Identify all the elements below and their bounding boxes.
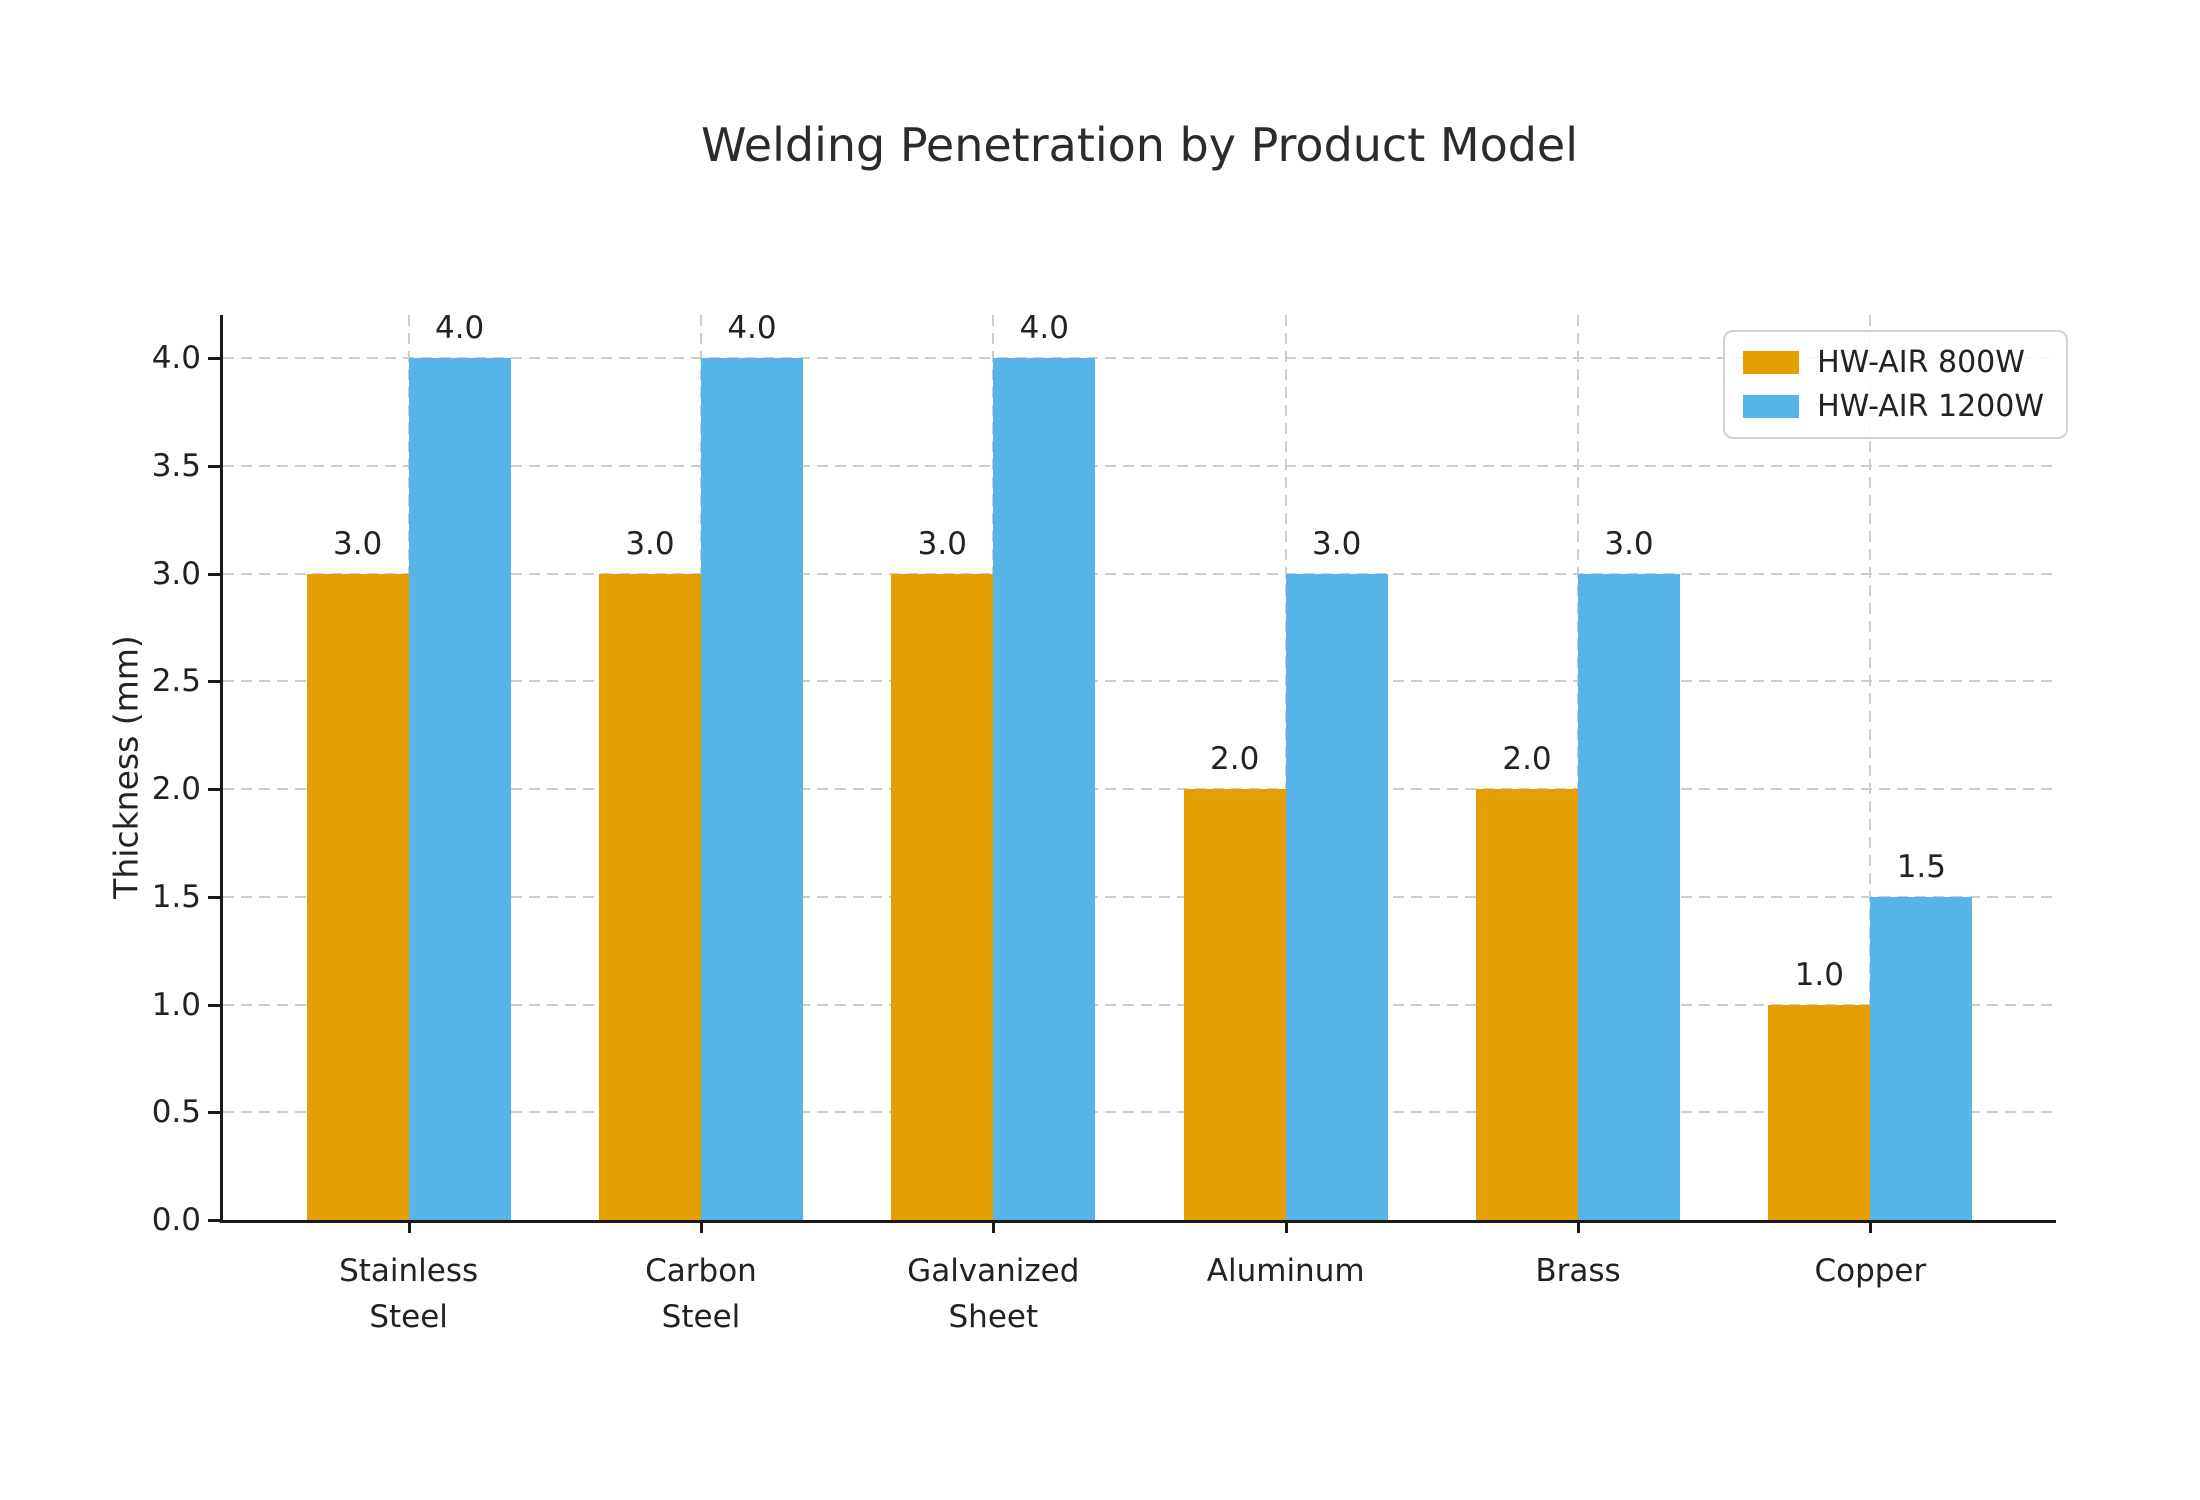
legend-swatch-1200w	[1743, 395, 1800, 418]
bar	[1476, 789, 1579, 1220]
bar-value-label: 1.0	[1794, 956, 1845, 993]
x-category-label: Copper	[1814, 1253, 1927, 1289]
bar	[1183, 789, 1286, 1220]
x-axis-tick	[699, 1223, 703, 1233]
bar	[408, 358, 511, 1220]
bar-value-label: 3.0	[332, 525, 383, 562]
bar-value-label: 4.0	[434, 310, 485, 347]
bar-value-label: 2.0	[1210, 741, 1260, 778]
x-axis-tick	[992, 1223, 996, 1233]
x-axis-tick	[1284, 1223, 1288, 1233]
legend: HW-AIR 800W HW-AIR 1200W	[1723, 330, 2068, 439]
gridline-horizontal	[223, 1003, 2056, 1006]
x-axis-tick	[1869, 1223, 1873, 1233]
bar	[1578, 573, 1681, 1220]
legend-item-1200w: HW-AIR 1200W	[1743, 389, 2044, 424]
gridline-horizontal	[223, 895, 2056, 898]
x-category-label: Galvanized Sheet	[907, 1253, 1080, 1335]
bar	[598, 573, 701, 1220]
bar-value-label: 3.0	[625, 525, 675, 562]
gridline-horizontal	[223, 680, 2056, 683]
x-category-label: Brass	[1535, 1253, 1621, 1289]
bar	[1768, 1004, 1871, 1220]
legend-item-800w: HW-AIR 800W	[1743, 345, 2044, 380]
y-axis-spine	[220, 315, 223, 1223]
bar-value-label: 3.0	[1312, 525, 1362, 562]
gridline-horizontal	[223, 788, 2056, 791]
x-axis-spine	[220, 1220, 2056, 1223]
bar-value-label: 4.0	[1019, 310, 1069, 347]
y-axis-tick	[208, 572, 220, 576]
y-axis-tick	[208, 680, 220, 684]
bar	[306, 573, 409, 1220]
y-tick-label: 0.5	[151, 1094, 201, 1131]
bar	[1285, 573, 1388, 1220]
bar-value-label: 1.5	[1896, 848, 1947, 885]
y-tick-label: 0.0	[151, 1202, 201, 1238]
bar	[993, 358, 1096, 1220]
y-tick-label: 1.0	[151, 986, 201, 1023]
bar-value-label: 4.0	[727, 310, 777, 347]
y-axis-tick	[208, 788, 220, 792]
bar	[891, 573, 994, 1220]
x-category-label: Stainless Steel	[339, 1253, 479, 1335]
bar	[700, 358, 803, 1220]
x-axis-tick	[1577, 1223, 1581, 1233]
x-axis-tick	[407, 1223, 411, 1233]
bar	[1870, 896, 1973, 1220]
x-category-label: Aluminum	[1206, 1253, 1365, 1289]
gridline-horizontal	[223, 572, 2056, 575]
legend-swatch-800w	[1743, 351, 1800, 374]
plot-area: 3.0 3.0 3.0 2.0 2.0 1.0 4.0 4.0 4.0 3.0 3.0 1.5	[223, 310, 2056, 1220]
y-axis-tick	[208, 464, 220, 468]
gridline-horizontal	[223, 357, 2056, 360]
y-axis-tick	[208, 1219, 220, 1222]
y-axis-tick	[208, 895, 220, 899]
bar-value-label: 3.0	[1604, 525, 1654, 562]
y-tick-label: 2.0	[151, 771, 201, 808]
bar-value-label: 3.0	[917, 525, 967, 562]
x-category-label: Carbon Steel	[645, 1253, 757, 1335]
y-axis-tick	[208, 357, 220, 361]
y-tick-label: 3.0	[151, 555, 201, 592]
gridline-vertical	[1869, 315, 1872, 1220]
y-tick-label: 2.5	[151, 663, 201, 700]
y-axis-tick	[208, 1003, 220, 1007]
y-tick-label: 1.5	[151, 878, 201, 915]
legend-label-800w: HW-AIR 800W	[1817, 345, 2025, 380]
y-tick-label: 3.5	[151, 447, 201, 484]
bar-value-label: 2.0	[1502, 741, 1552, 778]
gridline-horizontal	[223, 464, 2056, 467]
legend-label-1200w: HW-AIR 1200W	[1817, 389, 2044, 424]
y-tick-label: 4.0	[151, 340, 201, 377]
chart-title: Welding Penetration by Product Model	[701, 118, 1578, 172]
y-axis-tick	[208, 1111, 220, 1115]
gridline-horizontal	[223, 1111, 2056, 1114]
